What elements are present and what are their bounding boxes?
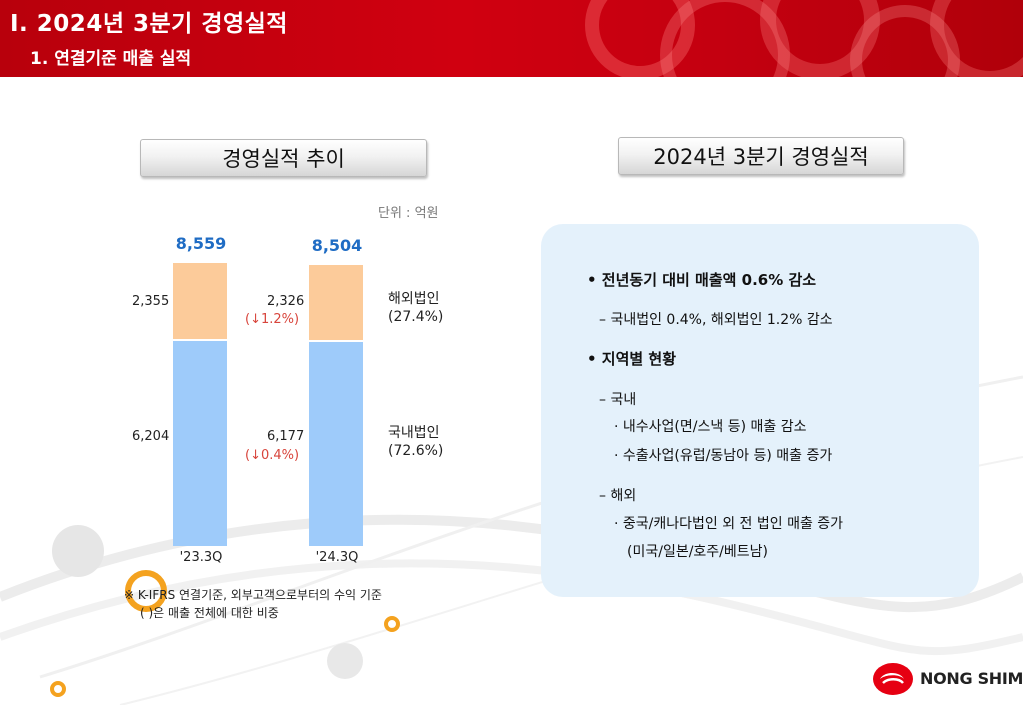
domestic-value-label-1: 6,177 — [267, 429, 305, 444]
section-title-q3-results: 2024년 3분기 경영실적 — [618, 137, 904, 175]
summary-sales-detail: – 국내법인 0.4%, 해외법인 1.2% 감소 — [599, 312, 833, 328]
summary-bullet-sales: • 전년동기 대비 매출액 0.6% 감소 — [587, 271, 817, 289]
legend-overseas-name: 해외법인 — [388, 291, 440, 307]
bar-overseas-0 — [173, 263, 227, 341]
header-banner: Ⅰ. 2024년 3분기 경영실적 1. 연결기준 매출 실적 — [0, 0, 1023, 77]
summary-overseas-item-2: (미국/일본/호주/베트남) — [627, 544, 768, 560]
x-axis-label-0: '23.3Q — [179, 550, 223, 565]
overseas-value-label-1: 2,326 — [267, 294, 305, 309]
section-title-trend: 경영실적 추이 — [140, 139, 427, 177]
domestic-value-label-0: 6,204 — [132, 429, 170, 444]
summary-overseas-item-1: · 중국/캐나다법인 외 전 법인 매출 증가 — [614, 516, 844, 532]
nongshim-logo: NONG SHIM — [872, 660, 1023, 698]
domestic-change-label: (↓0.4%) — [245, 448, 300, 463]
legend-overseas: 해외법인 (27.4%) — [388, 290, 443, 326]
page-title: Ⅰ. 2024년 3분기 경영실적 — [10, 11, 288, 37]
footnote: ※ K-IFRS 연결기준, 외부고객으로부터의 수익 기준 ( )은 매출 전… — [124, 586, 382, 622]
summary-domestic-item-1: · 내수사업(면/스낵 등) 매출 감소 — [614, 419, 807, 435]
bar-overseas-1 — [309, 264, 363, 342]
legend-domestic-name: 국내법인 — [388, 425, 440, 441]
unit-label: 단위 : 억원 — [378, 206, 439, 221]
legend-domestic-share: (72.6%) — [388, 443, 444, 459]
summary-panel: • 전년동기 대비 매출액 0.6% 감소 – 국내법인 0.4%, 해외법인 … — [541, 224, 979, 597]
stacked-bar-chart: 8,559 8,504 2,355 2,326 (↓1.2%) 6,204 6,… — [132, 234, 443, 565]
summary-bullet-regions: • 지역별 현황 — [587, 350, 677, 368]
summary-overseas-head: – 해외 — [599, 488, 637, 504]
bar-domestic-1 — [309, 341, 363, 546]
nongshim-logo-text: NONG SHIM — [920, 669, 1023, 688]
legend-overseas-share: (27.4%) — [388, 309, 444, 325]
footnote-line-1: ※ K-IFRS 연결기준, 외부고객으로부터의 수익 기준 — [124, 588, 382, 602]
summary-domestic-head: – 국내 — [599, 392, 637, 408]
x-axis-label-1: '24.3Q — [315, 550, 359, 565]
footnote-line-2: ( )은 매출 전체에 대한 비중 — [140, 606, 279, 620]
legend-domestic: 국내법인 (72.6%) — [388, 424, 443, 460]
summary-domestic-item-2: · 수출사업(유럽/동남아 등) 매출 증가 — [614, 448, 833, 464]
page-subtitle: 1. 연결기준 매출 실적 — [30, 49, 192, 69]
total-label-1: 8,504 — [311, 236, 363, 255]
nongshim-logo-icon — [873, 663, 913, 695]
total-label-0: 8,559 — [175, 234, 227, 253]
overseas-change-label: (↓1.2%) — [245, 312, 300, 327]
bar-domestic-0 — [173, 340, 227, 546]
overseas-value-label-0: 2,355 — [132, 294, 170, 309]
